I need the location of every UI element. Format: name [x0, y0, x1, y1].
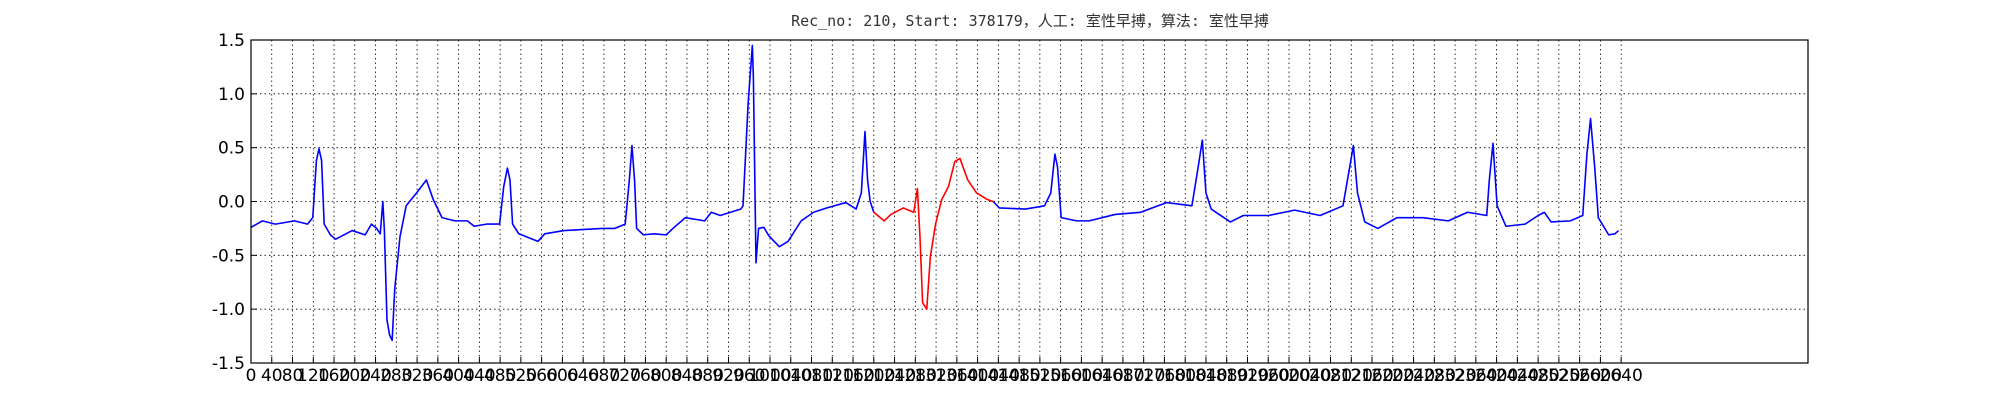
- x-tick-label: 1240: [873, 366, 916, 386]
- x-tick-label: 1480: [997, 366, 1040, 386]
- x-tick-label: 1000: [748, 366, 791, 386]
- x-tick-label: 480: [484, 366, 516, 386]
- x-tick-label: 2120: [1330, 366, 1373, 386]
- chart-title: Rec_no: 210，Start: 378179，人工: 室性早搏，算法: 室…: [791, 12, 1269, 30]
- x-tick-label: 2000: [1267, 366, 1310, 386]
- x-tick-label: 1640: [1081, 366, 1124, 386]
- x-tick-label: 1680: [1101, 366, 1144, 386]
- x-tick-label: 120: [297, 366, 329, 386]
- x-tick-label: 2560: [1558, 366, 1601, 386]
- x-tick-label: 2280: [1413, 366, 1456, 386]
- x-tick-label: 1160: [831, 366, 874, 386]
- x-tick-label: 200: [339, 366, 371, 386]
- x-tick-label: 2080: [1309, 366, 1352, 386]
- x-tick-label: 0: [246, 366, 257, 386]
- y-tick-label: -1.5: [212, 354, 245, 374]
- x-tick-label: 80: [282, 366, 304, 386]
- x-tick-label: 320: [401, 366, 433, 386]
- x-tick-label: 1720: [1122, 366, 1165, 386]
- y-tick-label: 0.5: [218, 139, 245, 159]
- x-tick-label: 600: [546, 366, 578, 386]
- x-tick-label: 1840: [1184, 366, 1227, 386]
- x-tick-label: 1960: [1247, 366, 1290, 386]
- x-tick-label: 2480: [1516, 366, 1559, 386]
- x-tick-label: 280: [380, 366, 412, 386]
- x-tick-label: 800: [650, 366, 682, 386]
- x-tick-label: 720: [608, 366, 640, 386]
- x-tick-label: 1360: [935, 366, 978, 386]
- x-tick-label: 1200: [852, 366, 895, 386]
- x-tick-label: 440: [463, 366, 495, 386]
- x-tick-label: 1280: [894, 366, 937, 386]
- x-tick-label: 880: [691, 366, 723, 386]
- y-tick-label: 1.5: [218, 31, 245, 51]
- x-tick-label: 2040: [1288, 366, 1331, 386]
- x-tick-label: 1080: [790, 366, 833, 386]
- x-tick-label: 840: [671, 366, 703, 386]
- x-tick-label: 360: [422, 366, 454, 386]
- x-tick-label: 400: [442, 366, 474, 386]
- x-tick-label: 1040: [769, 366, 812, 386]
- y-tick-label: -1.0: [212, 300, 245, 320]
- x-tick-label: 640: [567, 366, 599, 386]
- x-tick-label: 920: [712, 366, 744, 386]
- y-tick-label: 0.0: [218, 193, 245, 213]
- x-tick-label: 1880: [1205, 366, 1248, 386]
- x-tick-label: 680: [588, 366, 620, 386]
- x-tick-label: 2600: [1579, 366, 1622, 386]
- x-tick-label: 1320: [914, 366, 957, 386]
- x-tick-label: 2640: [1600, 366, 1643, 386]
- x-tick-label: 1760: [1143, 366, 1186, 386]
- x-tick-label: 2520: [1537, 366, 1580, 386]
- x-tick-label: 2440: [1496, 366, 1539, 386]
- x-tick-label: 1520: [1018, 366, 1061, 386]
- x-tick-label: 960: [733, 366, 765, 386]
- x-tick-label: 1920: [1226, 366, 1269, 386]
- x-tick-label: 1440: [977, 366, 1020, 386]
- series-line: [873, 157, 994, 310]
- x-tick-label: 2400: [1475, 366, 1518, 386]
- x-tick-label: 240: [359, 366, 391, 386]
- x-tick-label: 1400: [956, 366, 999, 386]
- x-tick-label: 2320: [1433, 366, 1476, 386]
- x-tick-label: 520: [505, 366, 537, 386]
- x-tick-label: 1800: [1164, 366, 1207, 386]
- x-tick-label: 40: [261, 366, 283, 386]
- x-tick-label: 2160: [1350, 366, 1393, 386]
- y-tick-label: -0.5: [212, 246, 245, 266]
- x-tick-label: 1560: [1039, 366, 1082, 386]
- x-tick-label: 2200: [1371, 366, 1414, 386]
- series-line: [250, 44, 1620, 342]
- x-tick-label: 760: [629, 366, 661, 386]
- x-tick-label: 1600: [1060, 366, 1103, 386]
- x-tick-label: 160: [318, 366, 350, 386]
- plot-frame: [250, 39, 1809, 364]
- x-tick-label: 2240: [1392, 366, 1435, 386]
- x-tick-label: 1120: [811, 366, 854, 386]
- x-tick-label: 560: [525, 366, 557, 386]
- x-tick-label: 2360: [1454, 366, 1497, 386]
- y-tick-label: 1.0: [218, 85, 245, 105]
